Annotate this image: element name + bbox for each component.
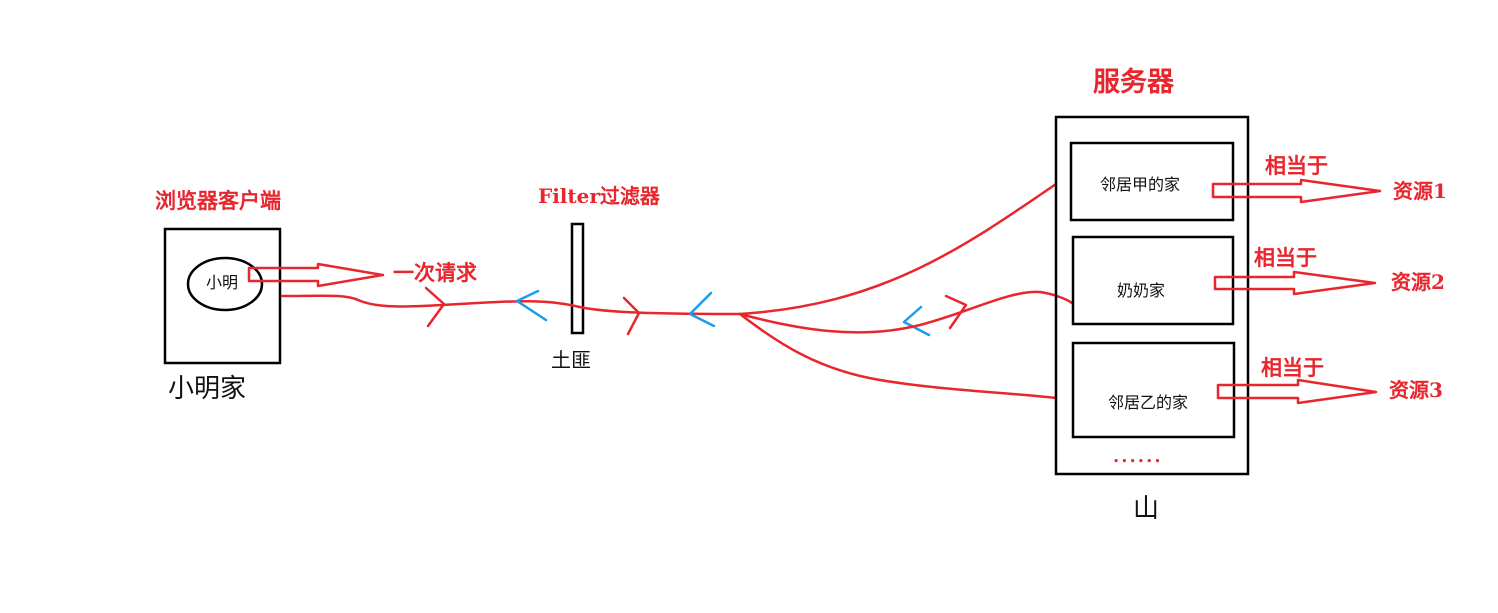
equals-label-1: 相当于	[1265, 153, 1328, 178]
more-houses-ellipsis: ......	[1113, 446, 1163, 467]
request-label: 一次请求	[393, 260, 477, 285]
response-chevron-1	[515, 289, 548, 322]
house-box-1	[1069, 141, 1235, 222]
resource-label-1: 资源1	[1393, 179, 1447, 203]
house-name-1: 邻居甲的家	[1100, 175, 1181, 194]
branch-line-house-3	[738, 312, 1058, 400]
resource-arrow-3	[1216, 378, 1378, 405]
house-name-3: 邻居乙的家	[1108, 393, 1189, 412]
branch-chevron-house-2	[944, 294, 968, 330]
response-chevron-3	[902, 305, 931, 337]
house-box-3	[1071, 341, 1236, 439]
branch-line-house-1	[738, 182, 1058, 316]
resource-label-2: 资源2	[1391, 270, 1445, 294]
filter-name: 土匪	[551, 348, 591, 372]
house-name-2: 奶奶家	[1117, 281, 1166, 300]
request-chevron-1	[424, 286, 446, 328]
resource-label-3: 资源3	[1389, 378, 1443, 402]
branch-line-house-2	[738, 290, 1074, 334]
request-chevron-2	[622, 296, 641, 336]
response-chevron-2	[688, 291, 716, 328]
server-box	[1054, 115, 1250, 476]
client-label: 浏览器客户端	[155, 188, 281, 213]
person-ellipse	[186, 256, 264, 312]
server-label: 服务器	[1093, 67, 1174, 98]
equals-label-2: 相当于	[1254, 245, 1317, 270]
client-house-box	[163, 227, 282, 365]
equals-label-3: 相当于	[1261, 355, 1324, 380]
mountain-label: 山	[1133, 494, 1160, 524]
request-line	[280, 294, 742, 316]
house-box-2	[1071, 235, 1235, 326]
person-label: 小明	[206, 273, 239, 292]
request-hollow-arrow	[247, 262, 385, 288]
filter-bar	[570, 222, 585, 335]
resource-arrow-1	[1211, 178, 1382, 204]
resource-arrow-2	[1213, 270, 1377, 296]
filter-label: Filter过滤器	[538, 184, 660, 208]
client-house-label: 小明家	[168, 374, 247, 404]
